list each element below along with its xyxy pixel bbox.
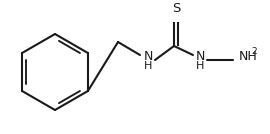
Text: N: N [143,49,153,62]
Text: NH: NH [239,49,258,62]
Text: N: N [195,49,205,62]
Text: 2: 2 [251,46,256,55]
Text: S: S [172,2,180,15]
Text: H: H [144,61,152,71]
Text: H: H [196,61,204,71]
